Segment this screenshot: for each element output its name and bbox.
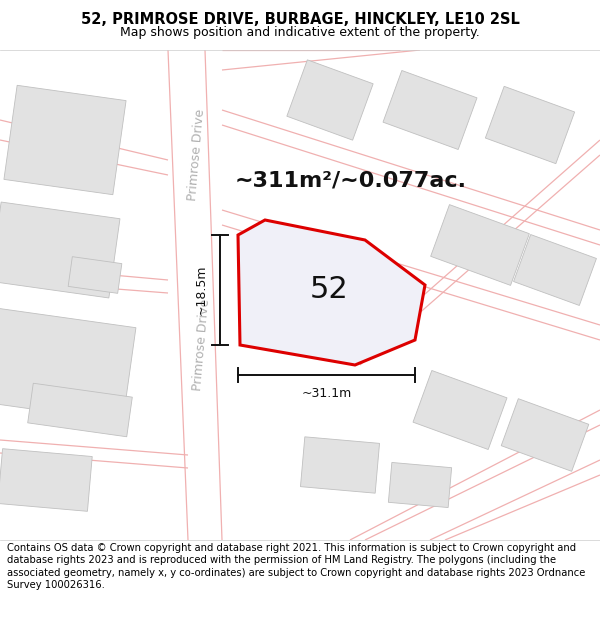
Polygon shape	[431, 204, 529, 286]
Polygon shape	[485, 86, 575, 164]
Polygon shape	[383, 71, 477, 149]
Text: 52: 52	[310, 276, 349, 304]
Polygon shape	[413, 371, 507, 449]
Text: ~31.1m: ~31.1m	[301, 387, 352, 400]
Text: 52, PRIMROSE DRIVE, BURBAGE, HINCKLEY, LE10 2SL: 52, PRIMROSE DRIVE, BURBAGE, HINCKLEY, L…	[80, 12, 520, 28]
Text: ~311m²/~0.077ac.: ~311m²/~0.077ac.	[235, 170, 467, 190]
Polygon shape	[501, 399, 589, 471]
Polygon shape	[514, 234, 596, 306]
Text: Primrose Drive: Primrose Drive	[187, 109, 208, 201]
Polygon shape	[301, 437, 380, 493]
Polygon shape	[0, 202, 120, 298]
Text: ~18.5m: ~18.5m	[195, 265, 208, 315]
Polygon shape	[28, 383, 132, 437]
Polygon shape	[287, 60, 373, 140]
Polygon shape	[68, 257, 122, 293]
Text: Contains OS data © Crown copyright and database right 2021. This information is : Contains OS data © Crown copyright and d…	[7, 543, 586, 590]
Polygon shape	[0, 308, 136, 422]
Polygon shape	[388, 462, 452, 508]
Text: Map shows position and indicative extent of the property.: Map shows position and indicative extent…	[120, 26, 480, 39]
Polygon shape	[238, 220, 425, 365]
Text: Primrose Drive: Primrose Drive	[191, 299, 212, 391]
Polygon shape	[4, 85, 126, 195]
Polygon shape	[0, 449, 92, 511]
